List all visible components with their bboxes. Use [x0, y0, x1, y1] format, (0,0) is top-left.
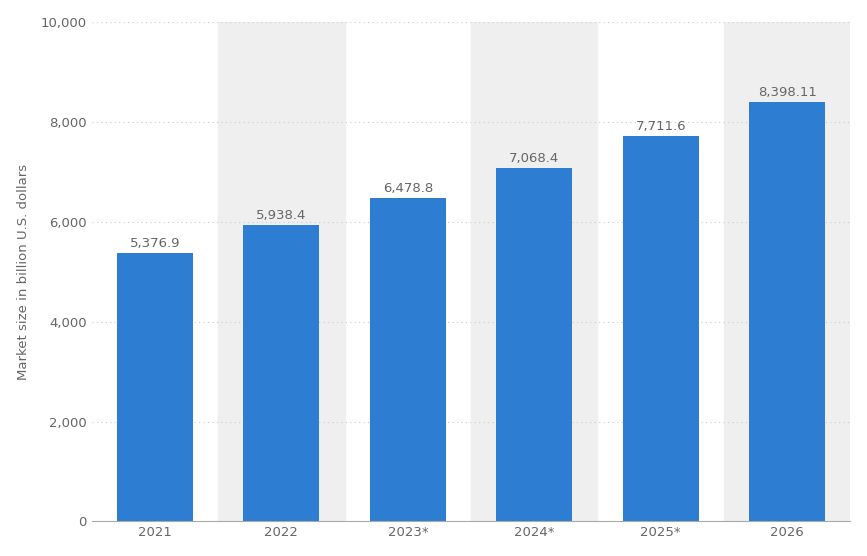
- Bar: [749, 102, 825, 522]
- Text: 5,376.9: 5,376.9: [130, 237, 180, 250]
- Text: 7,711.6: 7,711.6: [636, 120, 686, 133]
- Bar: [623, 136, 699, 522]
- Bar: [244, 225, 319, 522]
- Bar: [471, 22, 597, 522]
- Text: 5,938.4: 5,938.4: [257, 209, 307, 222]
- Y-axis label: Market size in billion U.S. dollars: Market size in billion U.S. dollars: [16, 163, 29, 380]
- Text: 6,478.8: 6,478.8: [382, 182, 433, 195]
- Bar: [370, 198, 446, 522]
- Bar: [496, 168, 572, 522]
- Bar: [724, 22, 851, 522]
- Text: 8,398.11: 8,398.11: [758, 86, 817, 99]
- Text: 7,068.4: 7,068.4: [509, 152, 559, 166]
- Bar: [117, 253, 192, 522]
- Bar: [218, 22, 344, 522]
